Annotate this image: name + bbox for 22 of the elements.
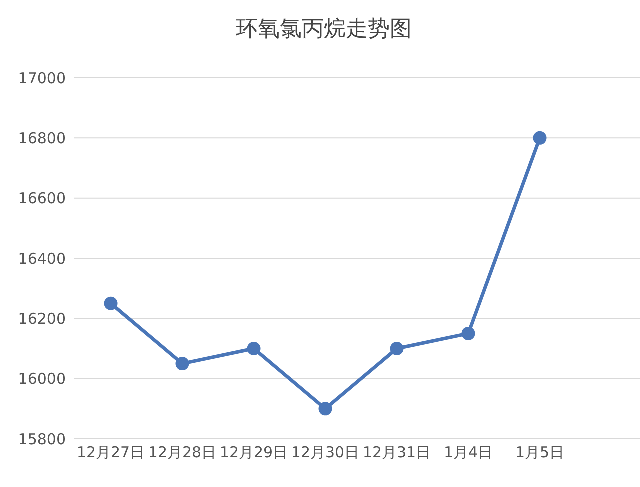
point: [533, 131, 547, 145]
y-tick-label: 17000: [18, 69, 66, 88]
chart-title: 环氧氯丙烷走势图: [235, 16, 413, 44]
x-tick-label: 12月29日: [220, 444, 288, 462]
x-tick-label: 12月28日: [148, 444, 217, 462]
x-tick-label: 12月30日: [291, 444, 360, 462]
point: [104, 296, 118, 310]
y-tick-label: 16400: [18, 250, 66, 268]
y-tick-label: 16200: [18, 310, 66, 328]
point: [176, 357, 190, 371]
x-tick-label: 12月27日: [76, 444, 146, 462]
point: [247, 342, 261, 356]
y-tick-label: 15800: [18, 430, 66, 448]
y-tick-label: 16000: [18, 370, 66, 388]
x-tick-label: 1月5日: [515, 444, 565, 462]
y-tick-label: 16800: [18, 129, 66, 148]
point: [318, 402, 332, 416]
x-tick-label: 1月4日: [444, 444, 494, 462]
y-tick-label: 16600: [18, 190, 66, 208]
x-tick-label: 12月31日: [362, 444, 432, 462]
point: [462, 326, 476, 340]
point: [390, 342, 404, 356]
